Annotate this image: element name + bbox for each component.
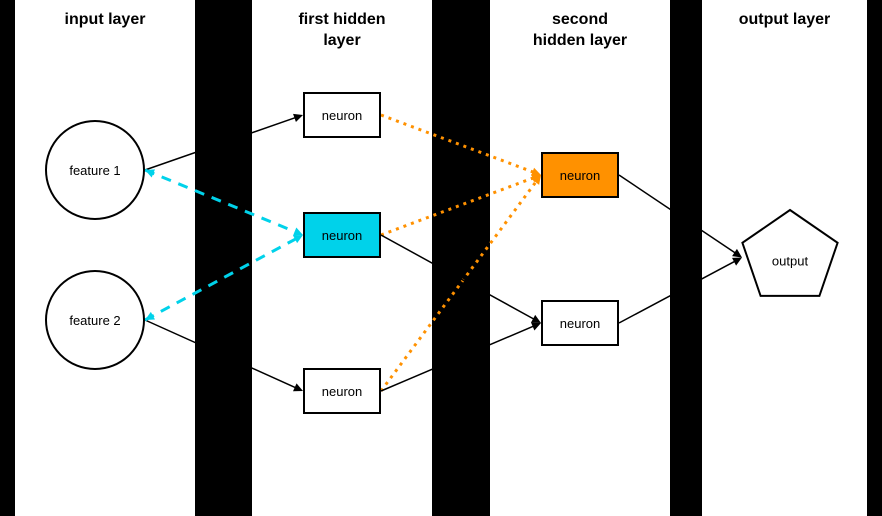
panel-p_hidden1: first hiddenlayer (252, 0, 432, 516)
panel-p_input: input layer (15, 0, 195, 516)
node-label-f2: feature 2 (69, 313, 120, 328)
node-f2: feature 2 (45, 270, 145, 370)
panel-p_hidden2: secondhidden layer (490, 0, 670, 516)
panel-title-p_output: output layer (702, 10, 867, 31)
node-label-h1c: neuron (322, 384, 362, 399)
node-h1c: neuron (303, 368, 381, 414)
panel-title-p_hidden1: first hiddenlayer (252, 10, 432, 52)
node-h2b: neuron (541, 300, 619, 346)
panel-title-p_hidden2: secondhidden layer (490, 10, 670, 52)
node-label-h1a: neuron (322, 108, 362, 123)
panel-title-p_input: input layer (15, 10, 195, 31)
panel-p_output: output layer (702, 0, 867, 516)
node-h2a: neuron (541, 152, 619, 198)
node-label-f1: feature 1 (69, 163, 120, 178)
node-h1b: neuron (303, 212, 381, 258)
node-label-h2a: neuron (560, 168, 600, 183)
node-label-h2b: neuron (560, 316, 600, 331)
node-f1: feature 1 (45, 120, 145, 220)
node-label-h1b: neuron (322, 228, 362, 243)
node-h1a: neuron (303, 92, 381, 138)
